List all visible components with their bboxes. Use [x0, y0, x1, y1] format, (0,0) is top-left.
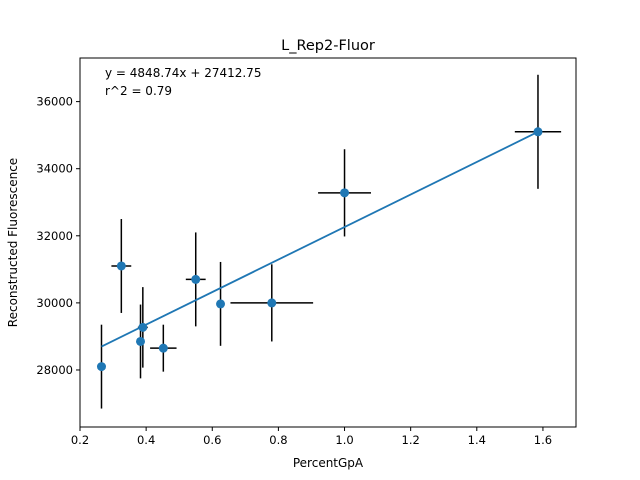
x-tick-label: 0.4 [137, 433, 155, 447]
y-tick-label: 28000 [36, 363, 73, 377]
regression-line [101, 131, 539, 348]
fit-equation-annotation: y = 4848.74x + 27412.75 [105, 66, 261, 80]
data-point [116, 261, 126, 271]
y-tick-label: 34000 [36, 162, 73, 176]
axis-ticks: 0.2 0.4 0.6 0.8 1.0 1.2 1.4 1.6 28000 30000 32000 3… [36, 95, 552, 447]
x-tick-label: 0.8 [269, 433, 287, 447]
plot-area [96, 74, 562, 409]
x-tick-label: 1.6 [534, 433, 552, 447]
data-point [96, 362, 106, 372]
x-tick-label: 1.4 [468, 433, 486, 447]
axes-frame [79, 57, 577, 428]
data-point [340, 188, 350, 198]
y-axis-label: Reconstructed Fluorescence [6, 158, 20, 327]
data-point [533, 127, 543, 137]
data-point [191, 274, 201, 284]
y-tick-label: 36000 [36, 95, 73, 109]
data-point [216, 299, 226, 309]
r-squared-annotation: r^2 = 0.79 [105, 84, 172, 98]
data-point [158, 343, 168, 353]
x-tick-label: 0.6 [203, 433, 221, 447]
y-tick-label: 30000 [36, 296, 73, 310]
y-tick-label: 32000 [36, 229, 73, 243]
chart-title: L_Rep2-Fluor [281, 38, 375, 54]
x-axis-label: PercentGpA [293, 456, 364, 470]
data-point [267, 298, 277, 308]
x-tick-label: 0.2 [71, 433, 89, 447]
data-point [136, 336, 146, 346]
x-tick-label: 1.0 [335, 433, 353, 447]
x-tick-label: 1.2 [402, 433, 420, 447]
